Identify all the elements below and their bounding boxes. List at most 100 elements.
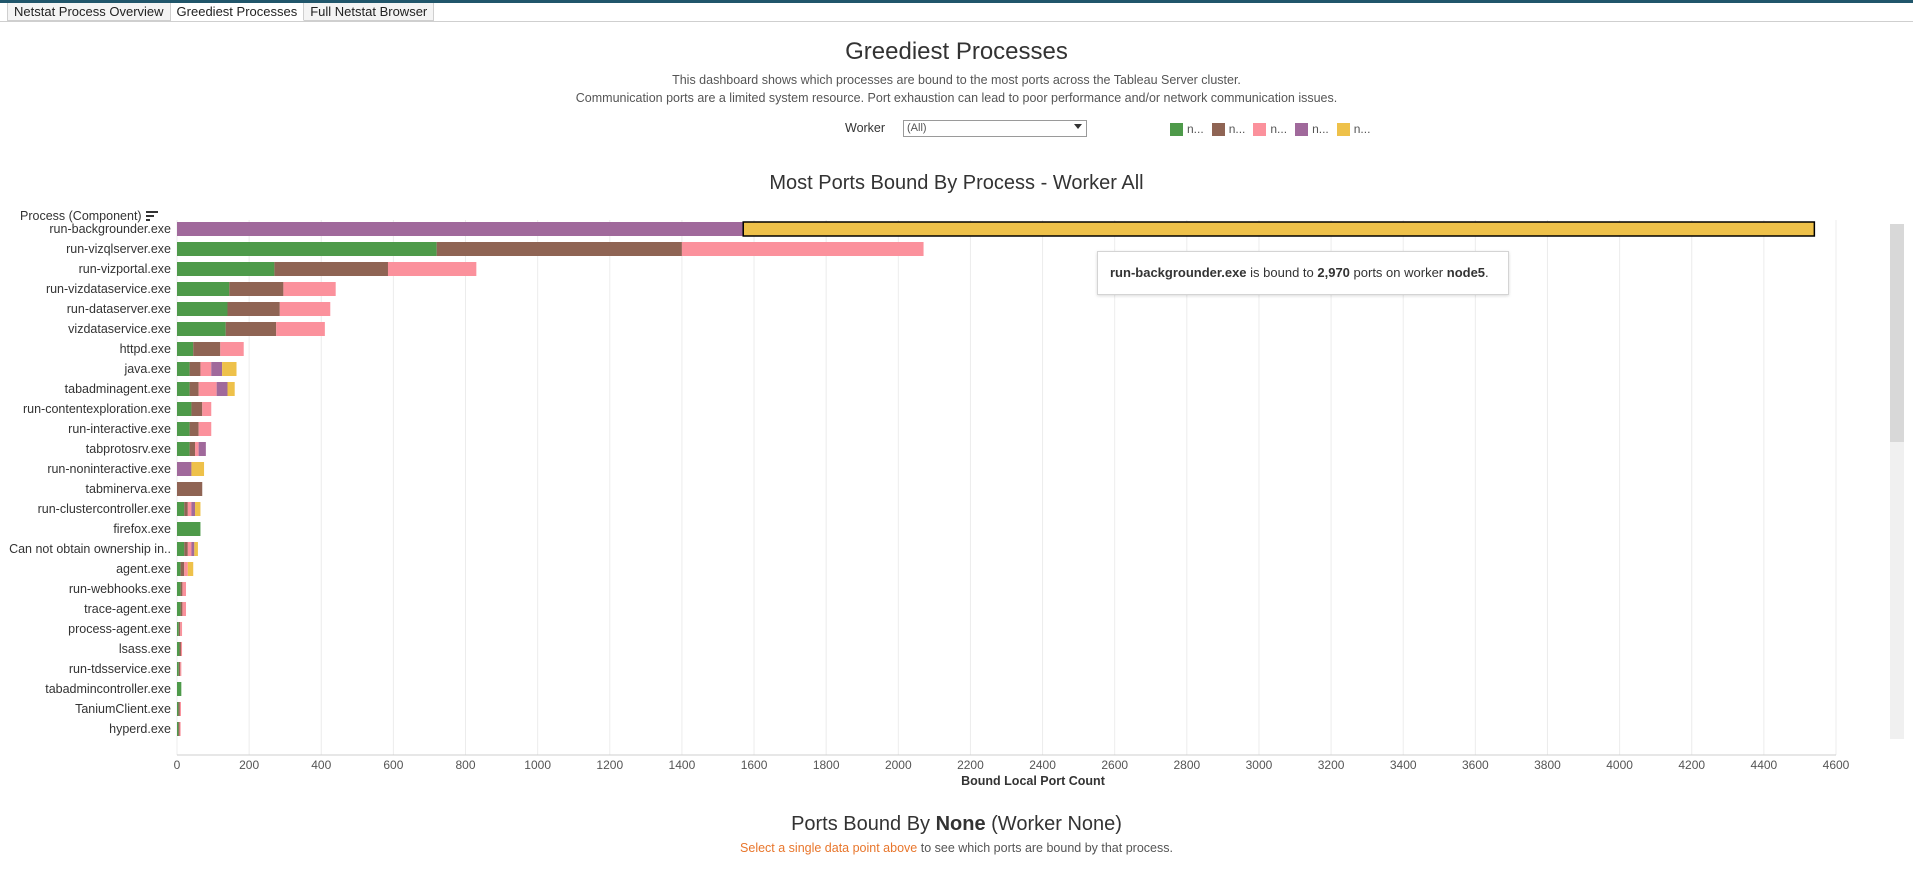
x-tick-label: 3200 xyxy=(1318,758,1345,772)
bar-segment[interactable] xyxy=(177,502,185,516)
bar-segment[interactable] xyxy=(179,702,181,716)
bar-segment[interactable] xyxy=(177,322,226,336)
legend-item[interactable]: n... xyxy=(1295,122,1329,136)
bar-segment[interactable] xyxy=(189,442,196,456)
bar-segment[interactable] xyxy=(198,422,212,436)
bar-segment[interactable] xyxy=(182,582,187,596)
bar-segment[interactable] xyxy=(177,642,180,656)
bar-segment[interactable] xyxy=(193,342,221,356)
bar-segment[interactable] xyxy=(227,302,280,316)
category-label: run-vizportal.exe xyxy=(79,262,171,276)
worker-filter-dropdown[interactable]: (All) xyxy=(903,120,1087,137)
bar-segment[interactable] xyxy=(180,622,183,636)
bar-segment[interactable] xyxy=(274,262,388,276)
legend-item[interactable]: n... xyxy=(1253,122,1287,136)
bar-segment[interactable] xyxy=(177,242,437,256)
bar-segment[interactable] xyxy=(229,282,284,296)
bar-segment[interactable] xyxy=(177,402,192,416)
scrollbar-thumb[interactable] xyxy=(1890,224,1904,442)
bar-segment[interactable] xyxy=(177,522,201,536)
bar-segment[interactable] xyxy=(184,542,188,556)
top-accent-bar xyxy=(0,0,1913,3)
bar-segment[interactable] xyxy=(283,282,336,296)
x-tick-label: 2600 xyxy=(1101,758,1128,772)
legend-label: n... xyxy=(1353,122,1371,136)
bar-segment[interactable] xyxy=(220,342,244,356)
bar-segment[interactable] xyxy=(276,322,325,336)
bar-segment[interactable] xyxy=(195,442,199,456)
bar-segment[interactable] xyxy=(177,542,185,556)
tab-full-netstat-browser[interactable]: Full Netstat Browser xyxy=(304,3,435,21)
bar-segment[interactable] xyxy=(178,702,180,716)
bar-segment[interactable] xyxy=(180,602,183,616)
bar-segment[interactable] xyxy=(178,662,181,676)
bar-segment[interactable] xyxy=(436,242,682,256)
sort-icon[interactable] xyxy=(146,210,159,222)
bar-segment[interactable] xyxy=(198,382,217,396)
bar-segment[interactable] xyxy=(225,322,277,336)
x-tick-label: 2000 xyxy=(885,758,912,772)
bar-segment[interactable] xyxy=(191,402,203,416)
bar-segment[interactable] xyxy=(211,362,223,376)
bar-segment[interactable] xyxy=(182,602,187,616)
bar-segment[interactable] xyxy=(189,362,201,376)
bar-segment[interactable] xyxy=(216,382,228,396)
bar-segment[interactable] xyxy=(200,362,212,376)
bar-segment[interactable] xyxy=(184,562,188,576)
bar-segment[interactable] xyxy=(184,502,188,516)
bar-segment[interactable] xyxy=(177,342,194,356)
bar-segment[interactable] xyxy=(191,542,195,556)
bar-segment[interactable] xyxy=(177,262,275,276)
bar-segment[interactable] xyxy=(177,422,190,436)
bar-segment[interactable] xyxy=(194,542,198,556)
bar-segment[interactable] xyxy=(180,582,183,596)
legend-item[interactable]: n... xyxy=(1211,122,1245,136)
bar-segment[interactable] xyxy=(177,622,179,636)
bar-segment[interactable] xyxy=(189,422,199,436)
bar-segment[interactable] xyxy=(179,642,181,656)
bar-segment[interactable] xyxy=(187,562,194,576)
bar-segment[interactable] xyxy=(177,282,230,296)
bar-segment[interactable] xyxy=(178,622,181,636)
bar-segment[interactable] xyxy=(187,542,192,556)
bar-segment[interactable] xyxy=(202,402,212,416)
bar-segment[interactable] xyxy=(187,502,192,516)
bar-segment[interactable] xyxy=(177,702,179,716)
tooltip-process: run-backgrounder.exe xyxy=(1110,265,1247,280)
tab-greediest-processes[interactable]: Greediest Processes xyxy=(170,3,305,21)
bar-segment[interactable] xyxy=(177,722,179,736)
legend-item[interactable]: n... xyxy=(1170,122,1204,136)
bar-segment[interactable] xyxy=(177,442,190,456)
category-label: TaniumClient.exe xyxy=(75,702,171,716)
bar-segment[interactable] xyxy=(180,562,185,576)
bar-segment[interactable] xyxy=(177,582,181,596)
bar-segment[interactable] xyxy=(177,222,744,236)
bar-segment[interactable] xyxy=(191,502,196,516)
tab-netstat-process-overview[interactable]: Netstat Process Overview xyxy=(7,3,171,21)
bar-segment[interactable] xyxy=(177,302,228,316)
bar-segment[interactable] xyxy=(177,682,182,696)
legend-item[interactable]: n... xyxy=(1336,122,1371,136)
bar-segment[interactable] xyxy=(177,562,181,576)
bar-segment[interactable] xyxy=(191,462,205,476)
bar-segment[interactable] xyxy=(177,362,190,376)
bar-segment[interactable] xyxy=(180,662,182,676)
bar-segment[interactable] xyxy=(387,262,477,276)
bar-segment[interactable] xyxy=(681,242,924,256)
select-hint-link[interactable]: Select a single data point above xyxy=(740,841,918,855)
bar-segment[interactable] xyxy=(177,602,181,616)
bar-segment[interactable] xyxy=(177,382,190,396)
bar-segment[interactable] xyxy=(177,662,179,676)
bar-segment[interactable] xyxy=(227,382,235,396)
bar-segment[interactable] xyxy=(279,302,331,316)
bar-segment[interactable] xyxy=(180,642,183,656)
bar-segment[interactable] xyxy=(222,362,237,376)
bar-segment[interactable] xyxy=(178,722,180,736)
bar-segment[interactable] xyxy=(189,382,199,396)
bar-segment[interactable] xyxy=(177,462,192,476)
bar-segment-selected[interactable] xyxy=(742,221,1816,237)
bar-segment[interactable] xyxy=(195,502,201,516)
bar-segment[interactable] xyxy=(179,722,181,736)
bar-segment[interactable] xyxy=(177,482,203,496)
bar-segment[interactable] xyxy=(198,442,206,456)
